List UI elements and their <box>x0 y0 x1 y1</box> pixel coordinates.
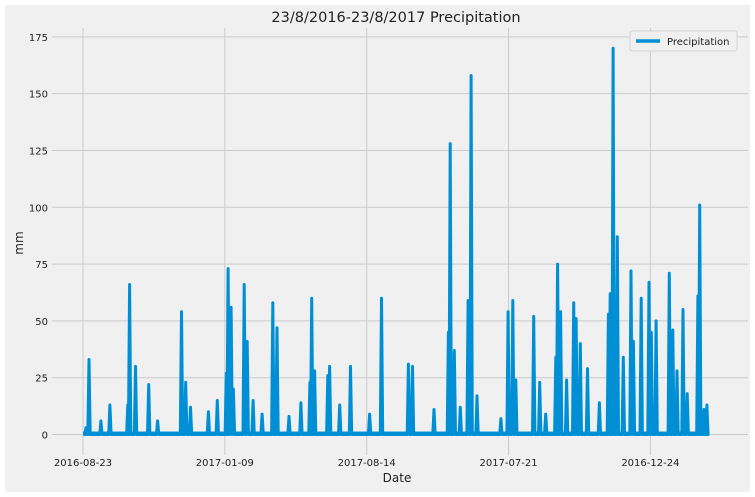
y-tick-label: 75 <box>35 260 48 271</box>
y-tick-label: 100 <box>29 203 48 214</box>
series-precipitation <box>83 46 710 436</box>
x-tick-label: 2017-01-09 <box>196 458 254 469</box>
x-tick-label: 2017-07-21 <box>479 458 537 469</box>
legend-box <box>629 30 738 52</box>
x-tick-label: 2016-08-23 <box>54 458 112 469</box>
y-tick-label: 175 <box>29 33 48 44</box>
y-tick-label: 50 <box>35 317 48 328</box>
legend-label-precipitation: Precipitation <box>667 37 730 48</box>
legend: Precipitation <box>629 30 738 52</box>
y-tick-label: 25 <box>35 374 48 385</box>
y-axis-label: mm <box>12 231 26 254</box>
y-tick-label: 125 <box>29 146 48 157</box>
x-tick-label: 2017-08-14 <box>338 458 396 469</box>
x-axis-label: Date <box>383 471 412 485</box>
x-tick-labels: 2016-08-23 2017-01-09 2017-08-14 2017-07-21… <box>54 458 680 469</box>
y-tick-label: 0 <box>42 431 48 442</box>
y-tick-label: 150 <box>29 90 48 101</box>
plot-background <box>5 5 750 492</box>
baseline-small-values <box>83 431 707 436</box>
y-tick-labels: 0 25 50 75 100 125 150 175 <box>29 33 48 442</box>
chart-title: 23/8/2016-23/8/2017 Precipitation <box>271 10 520 26</box>
x-tick-label: 2016-12-24 <box>621 458 679 469</box>
